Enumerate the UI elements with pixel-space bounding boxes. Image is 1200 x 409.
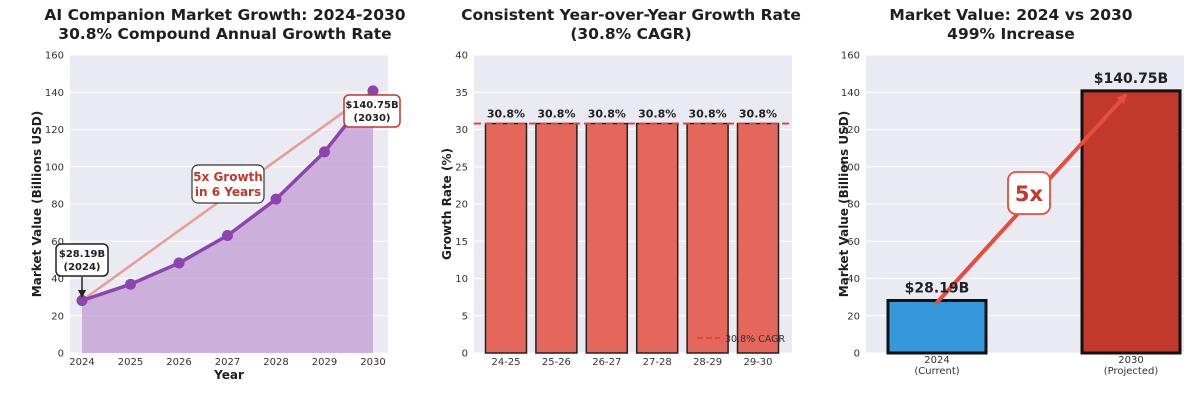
- chart-1-end-callout: [343, 94, 401, 128]
- chart-1-data-point-2027: [222, 229, 233, 241]
- p3-ytick-label: 160: [841, 51, 860, 62]
- p1-ytick-label: 80: [51, 200, 64, 211]
- chart-2-data-label: 30.8%: [638, 108, 676, 121]
- chart-1-data-point-2030: [367, 85, 379, 97]
- chart-1-xtick-label: 2030: [360, 357, 385, 368]
- p3-ytick-label: 140: [841, 88, 860, 99]
- chart-2-xtick-label: 28-29: [693, 357, 722, 368]
- chart-2-bar-28-29: [686, 122, 729, 354]
- p2-ytick-label: 35: [455, 88, 468, 99]
- chart-3-bar-2030: [1080, 89, 1182, 355]
- chart-1-xtick-label: 2026: [166, 357, 191, 368]
- p1-ytick-label: 120: [45, 125, 64, 136]
- chart-2-xtick-label: 29-30: [743, 357, 772, 368]
- chart-2-legend-label: 30.8% CAGR: [725, 334, 786, 345]
- p3-ytick-label: 0: [854, 349, 860, 360]
- chart-1-data-point-2028: [270, 193, 282, 205]
- chart-2-data-label: 30.8%: [537, 108, 575, 121]
- chart-1-data-point-2029: [319, 146, 330, 158]
- chart-1-end-value: $140.75B: [345, 100, 398, 111]
- p2-ytick-label: 20: [455, 200, 468, 211]
- chart-1-end-year: (2030): [354, 113, 391, 124]
- chart-2-data-label: 30.8%: [588, 108, 626, 121]
- p3-ytick-label: 80: [847, 200, 860, 211]
- chart-3-title-line1: Market Value: 2024 vs 2030: [889, 6, 1132, 24]
- chart-1-data-point-2025: [125, 278, 136, 290]
- p3-ytick-label: 120: [841, 125, 860, 136]
- p1-ytick-label: 100: [45, 162, 64, 173]
- chart-2-legend: 30.8% CAGR: [697, 334, 786, 345]
- chart-2-xtick-label: 24-25: [491, 357, 520, 368]
- chart-2-title-line2: (30.8% CAGR): [570, 25, 691, 43]
- chart-1-title-line1: AI Companion Market Growth: 2024-2030: [44, 6, 405, 24]
- p2-ytick-label: 10: [455, 274, 468, 285]
- chart-1-xtick-label: 2025: [118, 357, 143, 368]
- chart-3-xtick-sublabel: (Current): [914, 366, 959, 377]
- chart-3-xtick-label: 2030: [1118, 355, 1143, 366]
- p3-ytick-label: 40: [847, 274, 860, 285]
- p1-ytick-label: 40: [51, 274, 64, 285]
- chart-2-data-label: 30.8%: [739, 108, 777, 121]
- p3-ytick-label: 60: [847, 237, 860, 248]
- p2-ytick-label: 0: [462, 349, 468, 360]
- chart-3-data-label: $140.75B: [1094, 71, 1168, 87]
- chart-1-title-line2: 30.8% Compound Annual Growth Rate: [58, 25, 391, 43]
- chart-2-bar-26-27: [585, 122, 629, 354]
- p3-ytick-label: 100: [841, 162, 860, 173]
- chart-3-comparison: Market Value: 2024 vs 2030 499% Increase…: [837, 6, 1184, 377]
- chart-2-bar-25-26: [535, 122, 578, 354]
- chart-3-xtick-sublabel: (Projected): [1104, 366, 1159, 377]
- chart-1-growth-callout: [191, 164, 265, 204]
- p1-ytick-label: 60: [51, 237, 64, 248]
- chart-2-xtick-label: 25-26: [542, 357, 571, 368]
- chart-1-data-point-2024: [76, 294, 88, 306]
- chart-2-xtick-label: 27-28: [643, 357, 672, 368]
- p2-ytick-label: 30: [455, 125, 468, 136]
- chart-3-data-label: $28.19B: [905, 280, 970, 296]
- chart-1-line: AI Companion Market Growth: 2024-2030 30…: [30, 6, 406, 382]
- p1-ytick-label: 140: [45, 88, 64, 99]
- chart-1-growth-line2: in 6 Years: [195, 185, 261, 199]
- p2-ytick-label: 15: [455, 237, 468, 248]
- chart-3-multiplier-label: 5x: [1015, 182, 1044, 206]
- chart-3-bar-2024: [886, 298, 988, 355]
- chart-1-start-value: $28.19B: [59, 249, 105, 260]
- chart-2-title-line1: Consistent Year-over-Year Growth Rate: [461, 6, 801, 24]
- chart-1-data-point-2026: [173, 257, 185, 269]
- p2-ytick-label: 5: [462, 311, 468, 322]
- chart-1-start-callout: [55, 243, 109, 277]
- chart-2-xtick-label: 26-27: [592, 357, 621, 368]
- chart-3-title-line2: 499% Increase: [947, 25, 1075, 43]
- chart-1-growth-line1: 5x Growth: [193, 170, 263, 184]
- chart-2-ylabel: Growth Rate (%): [440, 148, 454, 260]
- chart-1-xtick-label: 2024: [69, 357, 94, 368]
- chart-3-xtick-label: 2024: [924, 355, 949, 366]
- chart-1-start-year: (2024): [64, 262, 101, 273]
- p2-ytick-label: 40: [455, 51, 468, 62]
- chart-1-xtick-label: 2028: [263, 357, 288, 368]
- chart-2-bar-24-25: [484, 122, 528, 354]
- chart-3-ylabel: Market Value (Billions USD): [837, 111, 851, 297]
- p1-ytick-label: 0: [58, 349, 64, 360]
- chart-2-bar-27-28: [635, 122, 679, 354]
- p3-ytick-label: 20: [847, 311, 860, 322]
- chart-2-data-label: 30.8%: [487, 108, 525, 121]
- chart-1-xlabel: Year: [213, 368, 244, 382]
- chart-3-multiplier-badge: [1007, 171, 1051, 215]
- chart-1-xtick-label: 2029: [312, 357, 337, 368]
- p1-ytick-label: 20: [51, 311, 64, 322]
- chart-1-ylabel: Market Value (Billions USD): [30, 111, 44, 297]
- chart-1-xtick-label: 2027: [215, 357, 240, 368]
- chart-2-bars: Consistent Year-over-Year Growth Rate (3…: [440, 6, 801, 368]
- p2-ytick-label: 25: [455, 162, 468, 173]
- chart-2-data-label: 30.8%: [689, 108, 727, 121]
- chart-1-area-fill: [82, 90, 373, 354]
- p1-ytick-label: 160: [45, 51, 64, 62]
- chart-2-bar-29-30: [736, 122, 780, 354]
